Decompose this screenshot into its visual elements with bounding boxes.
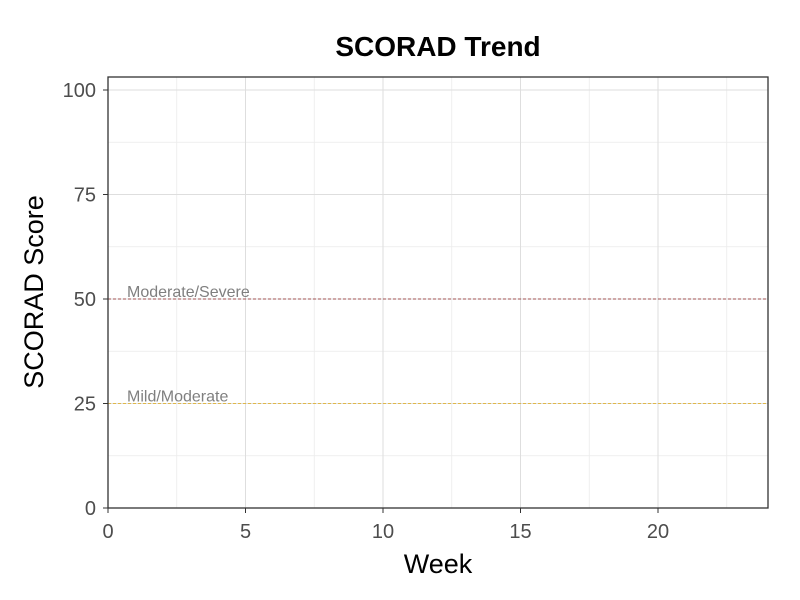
reference-lines: Moderate/Severe Mild/Moderate xyxy=(108,284,768,406)
plot-panel-border xyxy=(107,76,769,509)
y-tick-label: 25 xyxy=(74,394,96,416)
reference-line-label: Moderate/Severe xyxy=(127,284,250,301)
x-tick-label: 20 xyxy=(647,521,669,543)
x-tick-label: 10 xyxy=(372,521,394,543)
x-tick-label: 5 xyxy=(240,521,251,543)
y-tick-label: 100 xyxy=(63,80,96,102)
x-axis-ticks: 0 5 10 15 20 xyxy=(102,508,669,543)
y-axis-ticks: 0 25 50 75 100 xyxy=(63,80,108,520)
reference-line-label: Mild/Moderate xyxy=(127,389,228,406)
y-tick-label: 0 xyxy=(85,498,96,520)
x-tick-label: 0 xyxy=(102,521,113,543)
x-tick-label: 15 xyxy=(509,521,531,543)
y-tick-label: 50 xyxy=(74,289,96,311)
y-axis-title: SCORAD Score xyxy=(19,195,49,389)
x-axis-title: Week xyxy=(404,549,473,579)
chart-title: SCORAD Trend xyxy=(335,31,540,62)
y-tick-label: 75 xyxy=(74,185,96,207)
